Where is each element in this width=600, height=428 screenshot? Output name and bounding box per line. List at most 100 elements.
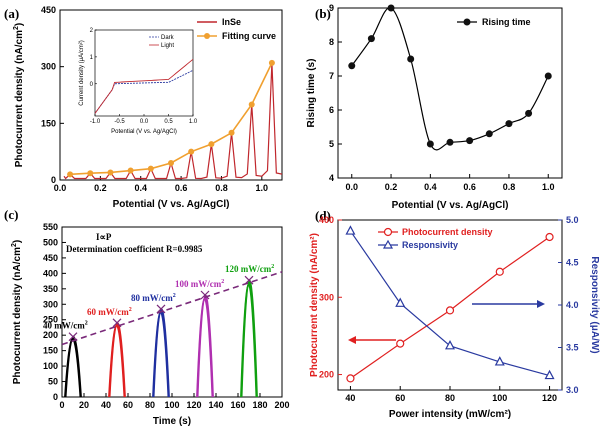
x-tick-label: 60: [123, 400, 133, 410]
photocurrent-point: [346, 374, 355, 383]
inset-ticks: -1.0 -0.5 0.0 0.5 1.0 0 1 2: [90, 28, 198, 125]
photocurrent-point: [396, 339, 405, 348]
panel-c: (c) 0 20 40 60 80 100 120 140 160 180 200 0 50 100 15…: [4, 207, 290, 427]
panel-b-label: (b): [315, 6, 331, 21]
power-label: 120 mW/cm2: [225, 264, 274, 274]
rising-time-point: [525, 109, 533, 117]
panel-a-legend: InSe Fitting curve: [197, 17, 276, 41]
x-tick-label: 0.2: [385, 182, 398, 192]
y-tick-label: 50: [48, 377, 58, 387]
power-label: 40 mW/cm2: [43, 321, 88, 331]
y-tick-label: 6: [329, 105, 334, 115]
panel-c-power-labels: 40 mW/cm2 60 mW/cm2 80 mW/cm2 100 mW/cm2120…: [43, 264, 274, 331]
panel-a: (a) 0.0 0.2 0.4 0.6 0.8 1.0 0 150 300 450 Potent…: [4, 5, 283, 210]
rising-time-point: [348, 62, 356, 70]
responsivity-point: [494, 356, 505, 366]
x-tick-label: 20: [79, 400, 89, 410]
x-tick-label: 180: [252, 400, 267, 410]
left-tick-label: 300: [319, 292, 334, 302]
x-tick-label: 0.6: [175, 183, 188, 193]
panel-c-x-label: Time (s): [153, 416, 191, 427]
rising-time-point: [505, 120, 513, 128]
x-tick-label: 40: [101, 400, 111, 410]
panel-b-x-ticks: 0.0 0.2 0.4 0.6 0.8 1.0: [345, 174, 555, 192]
legend-inse-text: InSe: [222, 17, 241, 27]
y-tick-label: 500: [43, 237, 58, 247]
panel-d-arrow-right-head: [537, 300, 545, 308]
y-tick-label: 5: [329, 139, 334, 149]
panel-b-x-label: Potential (V vs. Ag/AgCl): [392, 200, 509, 211]
rising-time-point: [407, 55, 415, 63]
x-tick-label: 1.0: [542, 182, 555, 192]
panel-a-y-label: Photocurrent density (nA/cm2): [13, 23, 25, 168]
fitting-point: [147, 165, 154, 172]
panel-d-series: [345, 225, 555, 383]
y-tick-label: 300: [41, 62, 56, 72]
legend-responsivity-marker: [382, 239, 394, 249]
inset-x-tick-label: -0.5: [114, 119, 125, 125]
inset-x-label: Potential (V vs. Ag/AgCl): [111, 129, 177, 135]
y-tick-label: 400: [43, 268, 58, 278]
inset-legend-light: Light: [161, 43, 174, 49]
x-tick-label: 0.8: [215, 183, 228, 193]
panel-d-x-ticks: 40 60 80 100 120: [345, 386, 557, 403]
fitting-point: [168, 160, 174, 166]
rising-time-point: [466, 137, 474, 145]
photocurrent-point: [445, 306, 455, 315]
x-tick-label: 0.2: [94, 183, 107, 193]
right-tick-label: 5.0: [566, 215, 579, 225]
x-tick-label: 160: [230, 400, 245, 410]
inset-frame: [94, 29, 194, 117]
responsivity-point: [345, 225, 356, 235]
x-tick-label: 80: [445, 393, 455, 403]
y-tick-label: 7: [329, 71, 334, 81]
panel-b-frame: [337, 7, 563, 179]
legend-photocurrent-text: Photocurrent density: [402, 227, 493, 237]
peak-x-marker: [68, 332, 78, 342]
right-tick-label: 4.0: [566, 300, 579, 310]
left-tick-label: 200: [319, 370, 334, 380]
rising-time-point: [426, 140, 434, 148]
rising-time-line: [351, 7, 549, 151]
x-tick-label: 1.0: [256, 183, 269, 193]
panel-c-x-ticks: 0 20 40 60 80 100 120 140 160 180 200: [59, 393, 290, 410]
panel-b: (b) 0.0 0.2 0.4 0.6 0.8 1.0 4 5 6 7 8 9 Potential …: [306, 3, 563, 211]
rising-time-point: [387, 4, 395, 12]
fitting-point: [268, 59, 275, 66]
x-tick-label: 0.4: [424, 182, 437, 192]
panel-c-label: (c): [4, 207, 18, 222]
x-tick-label: 140: [208, 400, 223, 410]
inset-y-label: Current density (μA/cm²): [79, 40, 85, 105]
panel-d: (d) 40 60 80 100 120 200 300 400 3.0 3.5 4.0 4.5 5…: [309, 208, 600, 420]
power-label: 80 mW/cm2: [131, 293, 176, 303]
x-tick-label: 100: [164, 400, 179, 410]
power-label: 100 mW/cm2: [175, 279, 224, 289]
inset-x-tick-label: -1.0: [90, 119, 101, 125]
rising-time-point: [446, 138, 454, 146]
x-tick-label: 0: [59, 400, 64, 410]
power-label: 60 mW/cm2: [87, 307, 132, 317]
inset-x-tick-label: 0.0: [140, 119, 149, 125]
y-tick-label: 8: [329, 37, 334, 47]
x-tick-label: 40: [345, 393, 355, 403]
y-tick-label: 150: [43, 346, 58, 356]
right-tick-label: 4.5: [566, 258, 579, 268]
y-tick-label: 550: [43, 222, 58, 232]
photocurrent-point: [495, 267, 504, 276]
y-tick-label: 0: [51, 175, 56, 185]
x-tick-label: 0.0: [54, 183, 67, 193]
y-tick-label: 9: [329, 3, 334, 13]
peak-x-marker: [156, 304, 166, 314]
legend-fit-marker: [204, 33, 210, 39]
responsivity-point: [445, 340, 455, 350]
inset-y-tick-label: 1: [90, 55, 94, 61]
responsivity-point: [395, 297, 406, 307]
fitting-point: [188, 148, 195, 155]
x-tick-label: 100: [492, 393, 507, 403]
panel-b-y-label: Rising time (s): [306, 59, 317, 128]
inset-y-tick-label: 0: [90, 82, 94, 88]
photocurrent-point: [545, 232, 554, 242]
inset-x-tick-label: 1.0: [189, 119, 198, 125]
x-tick-label: 200: [274, 400, 289, 410]
x-tick-label: 0.4: [134, 183, 147, 193]
